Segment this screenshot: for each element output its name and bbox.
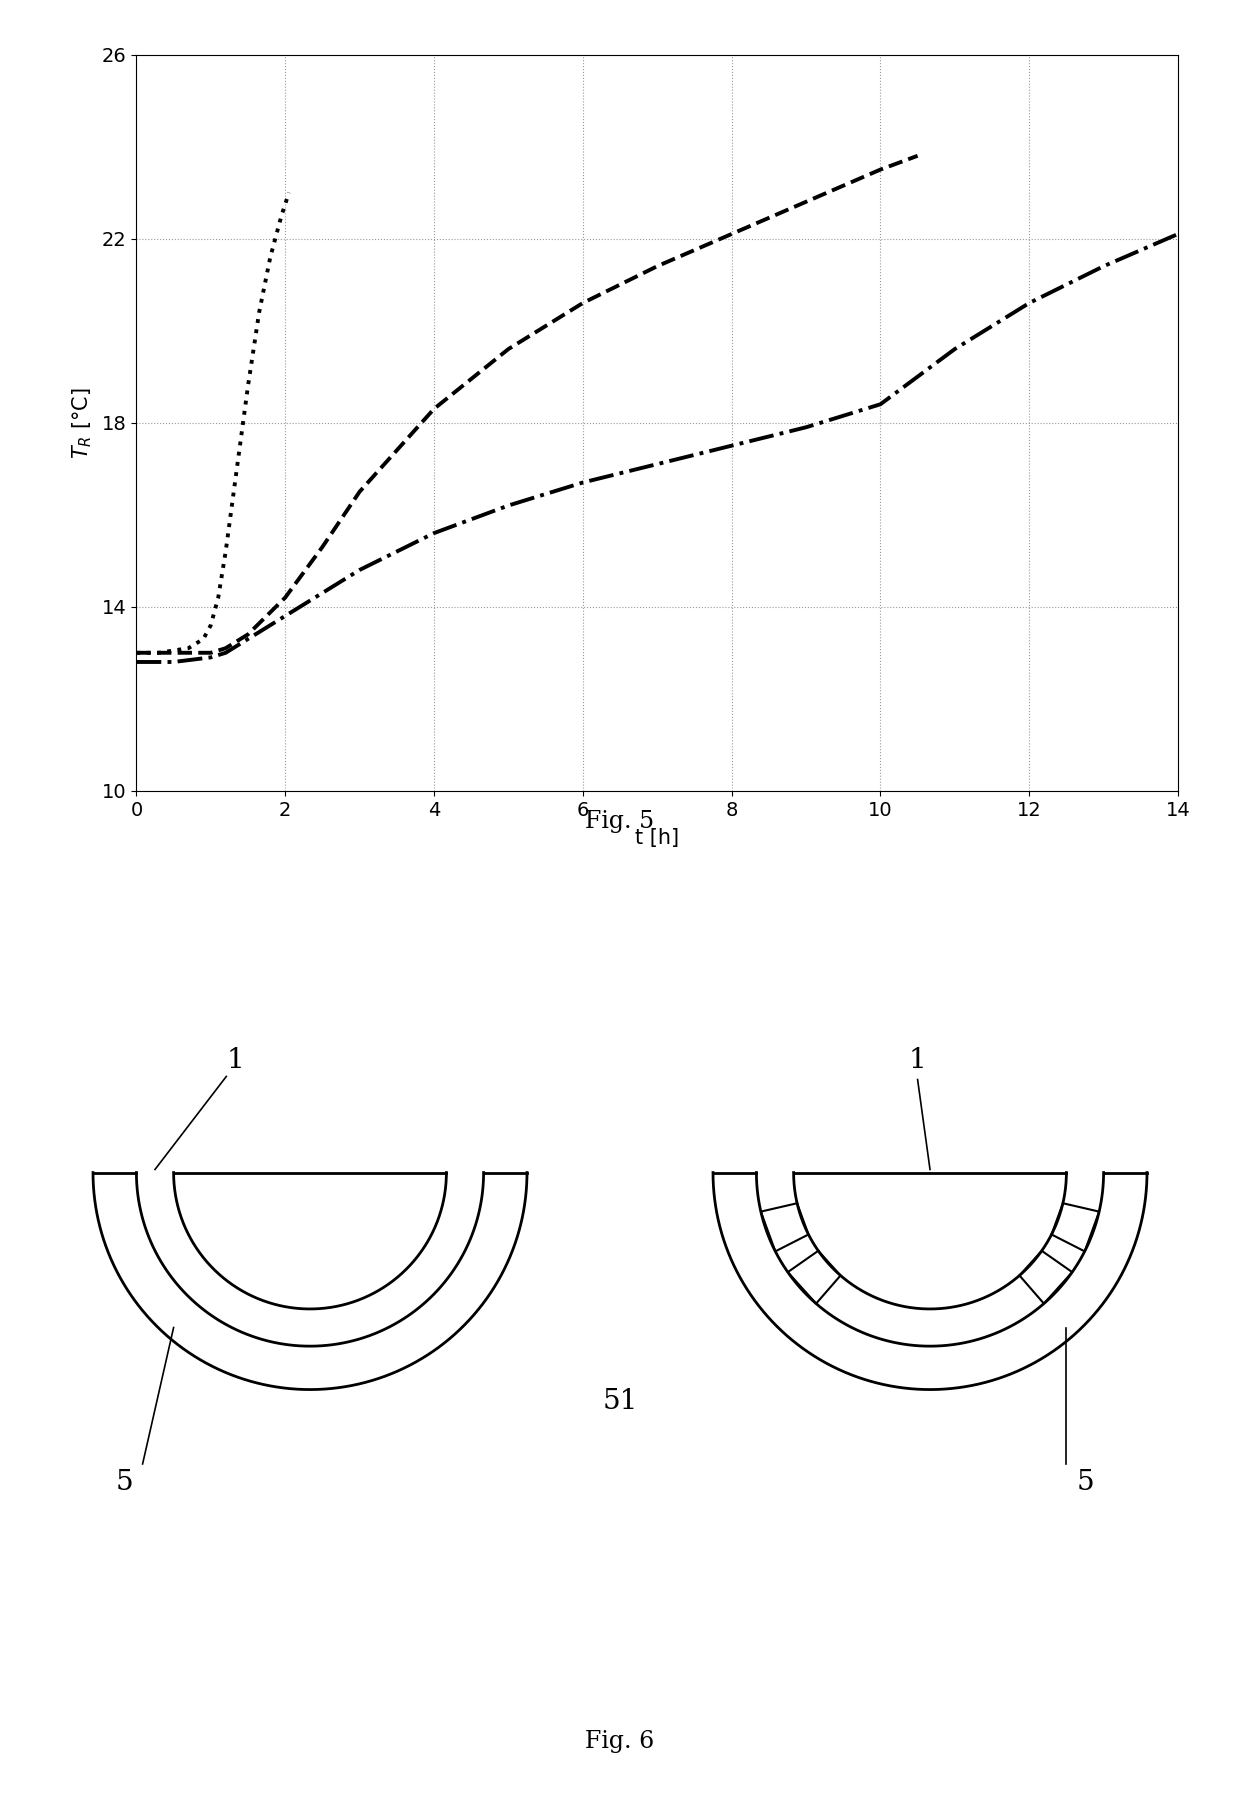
- Y-axis label: $T_R$ [°C]: $T_R$ [°C]: [69, 387, 93, 458]
- Text: Fig. 6: Fig. 6: [585, 1731, 655, 1753]
- Text: 5: 5: [115, 1469, 133, 1496]
- Text: 5: 5: [1076, 1469, 1094, 1496]
- Text: 1: 1: [227, 1047, 244, 1074]
- Text: 51: 51: [603, 1389, 637, 1416]
- Text: Fig. 5: Fig. 5: [585, 811, 655, 833]
- Text: 1: 1: [909, 1047, 926, 1074]
- X-axis label: t [h]: t [h]: [635, 827, 680, 847]
